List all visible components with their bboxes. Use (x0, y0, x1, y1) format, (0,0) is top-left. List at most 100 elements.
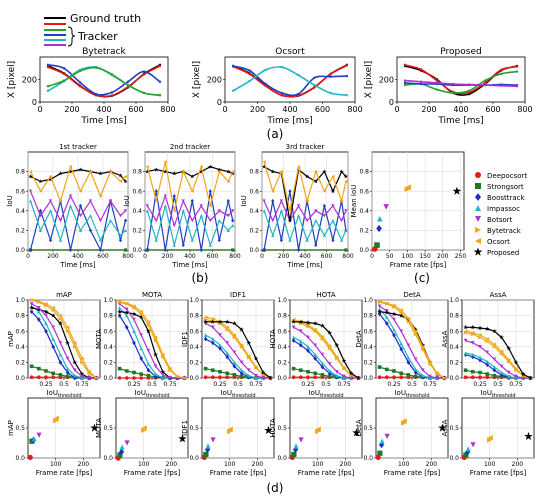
y-tick-label: 0.8 (249, 169, 259, 176)
metric-marker-impassoc (421, 373, 425, 378)
y-tick-label: 0.0 (189, 455, 199, 462)
iou-marker-botsort (145, 204, 149, 208)
y-tick-label: 0.4 (249, 208, 259, 215)
y-axis-label: AssA (441, 330, 449, 347)
iou-marker-botsort (199, 204, 203, 208)
x-tick-label: 250 (455, 253, 467, 260)
fps-point-strongsort (291, 451, 297, 457)
metric-marker-deepocsort (471, 375, 475, 380)
metric-marker-proposed (384, 310, 390, 315)
metric-marker-deepocsort (299, 375, 303, 380)
x-tick-label: 0.5 (147, 381, 157, 388)
metric-marker-boosttrack (37, 317, 41, 322)
metric-marker-ocsort (182, 376, 187, 380)
metric-marker-botsort (463, 338, 468, 343)
metric-marker-deepocsort (225, 375, 229, 380)
metric-marker-bytetrack (225, 327, 229, 332)
y-tick-label: 0.6 (277, 328, 287, 335)
iou-marker-impassoc (28, 199, 33, 203)
legend-a: Ground truth Tracker (44, 12, 141, 47)
metric-marker-ocsort (239, 343, 244, 348)
metric-marker-impassoc (320, 361, 325, 365)
metric-marker-proposed (334, 342, 340, 348)
y-tick-label: 0.0 (277, 455, 287, 462)
iou-marker-botsort (279, 199, 283, 203)
iou-marker-proposed (78, 167, 83, 172)
metric-marker-proposed (499, 334, 504, 340)
iou-marker-proposed (154, 167, 159, 172)
metric-marker-botsort (485, 350, 489, 355)
metric-marker-ocsort (385, 301, 389, 305)
iou-marker-boosttrack (226, 198, 230, 204)
metric-marker-impassoc (385, 315, 389, 319)
fps-point-deepocsort (27, 454, 33, 460)
x-axis-label: IoUthreshold (46, 389, 81, 399)
iou-marker-botsort (322, 214, 326, 218)
metric-marker-ocsort (80, 356, 84, 361)
iou-marker-botsort (108, 199, 113, 203)
y-tick-label: 0.5 (15, 425, 25, 432)
metric-marker-bytetrack (44, 303, 48, 308)
panel-label-d: (d) (267, 481, 284, 495)
metric-marker-bytetrack (65, 329, 70, 333)
axes-fps-4: 100 200 0.0 0.5 Frame rate [fps] DetA (355, 397, 449, 477)
metric-marker-proposed (224, 319, 230, 324)
metric-marker-impassoc (65, 366, 70, 371)
y-tick-label: 0.6 (15, 328, 25, 335)
y-tick-label: 0.6 (189, 328, 199, 335)
metric-marker-proposed (312, 320, 318, 326)
iou-marker-ocsort (88, 170, 93, 174)
iou-marker-impassoc (190, 238, 194, 242)
metric-marker-botsort (514, 374, 518, 379)
iou-marker-ocsort (181, 170, 185, 174)
axes-title: Bytetrack (82, 47, 126, 57)
point-impassoc (376, 215, 383, 222)
metric-marker-proposed (58, 320, 63, 326)
series-point-green (78, 69, 82, 73)
iou-marker-impassoc (262, 209, 266, 213)
metric-marker-strongsort (406, 373, 411, 377)
iou-marker-strongsort (123, 248, 128, 252)
metric-marker-botsort (132, 317, 136, 322)
metric-marker-botsort (139, 333, 143, 337)
iou-marker-ocsort (172, 209, 176, 213)
axes-fps-2: 100 200 0.0 0.5 Frame rate [fps] IDF1 (181, 397, 275, 477)
metric-marker-proposed (413, 327, 418, 332)
metric-marker-bytetrack (499, 352, 504, 356)
metric-marker-proposed (528, 375, 533, 380)
metric-marker-ocsort (514, 366, 518, 371)
metric-marker-impassoc (139, 346, 143, 351)
x-axis-label-main: IoU (134, 389, 145, 397)
x-tick-label: 0.25 (473, 381, 487, 388)
x-axis-label: Frame rate [fps] (298, 469, 355, 477)
metric-marker-proposed (268, 375, 273, 380)
metric-marker-ocsort (37, 299, 41, 304)
axes-title: IDF1 (230, 291, 246, 299)
iou-marker-botsort (305, 219, 309, 223)
x-axis-label: Time [ms] (171, 261, 208, 269)
x-tick-label: 200 (47, 253, 59, 260)
axes-fps-3: 100 200 0.0 0.5 Frame rate [fps] HOTA (269, 397, 363, 477)
metric-marker-strongsort (377, 365, 382, 369)
x-axis-label: Time [ms] (286, 261, 323, 269)
series-point-red (142, 73, 146, 76)
metric-marker-botsort (44, 313, 48, 318)
iou-marker-botsort (68, 194, 73, 198)
metric-marker-ocsort (29, 298, 34, 302)
series-line-red (232, 64, 348, 98)
iou-marker-proposed (38, 179, 43, 184)
iou-marker-impassoc (305, 238, 309, 242)
point-bytetrack (404, 186, 411, 193)
x-axis-label: Frame rate [fps] (384, 469, 441, 477)
y-tick-label: 0.0 (189, 375, 199, 382)
x-tick-label: 400 (299, 253, 311, 260)
y-tick-label: 0.0 (103, 375, 113, 382)
series-point-cyan (280, 65, 284, 69)
metric-marker-strongsort (225, 371, 229, 376)
metric-marker-deepocsort (385, 375, 389, 380)
iou-marker-botsort (163, 194, 167, 198)
series-point-green (142, 91, 146, 95)
metric-marker-deepocsort (392, 375, 396, 380)
y-tick-label: 0.6 (363, 328, 373, 335)
iou-marker-botsort (58, 219, 63, 223)
